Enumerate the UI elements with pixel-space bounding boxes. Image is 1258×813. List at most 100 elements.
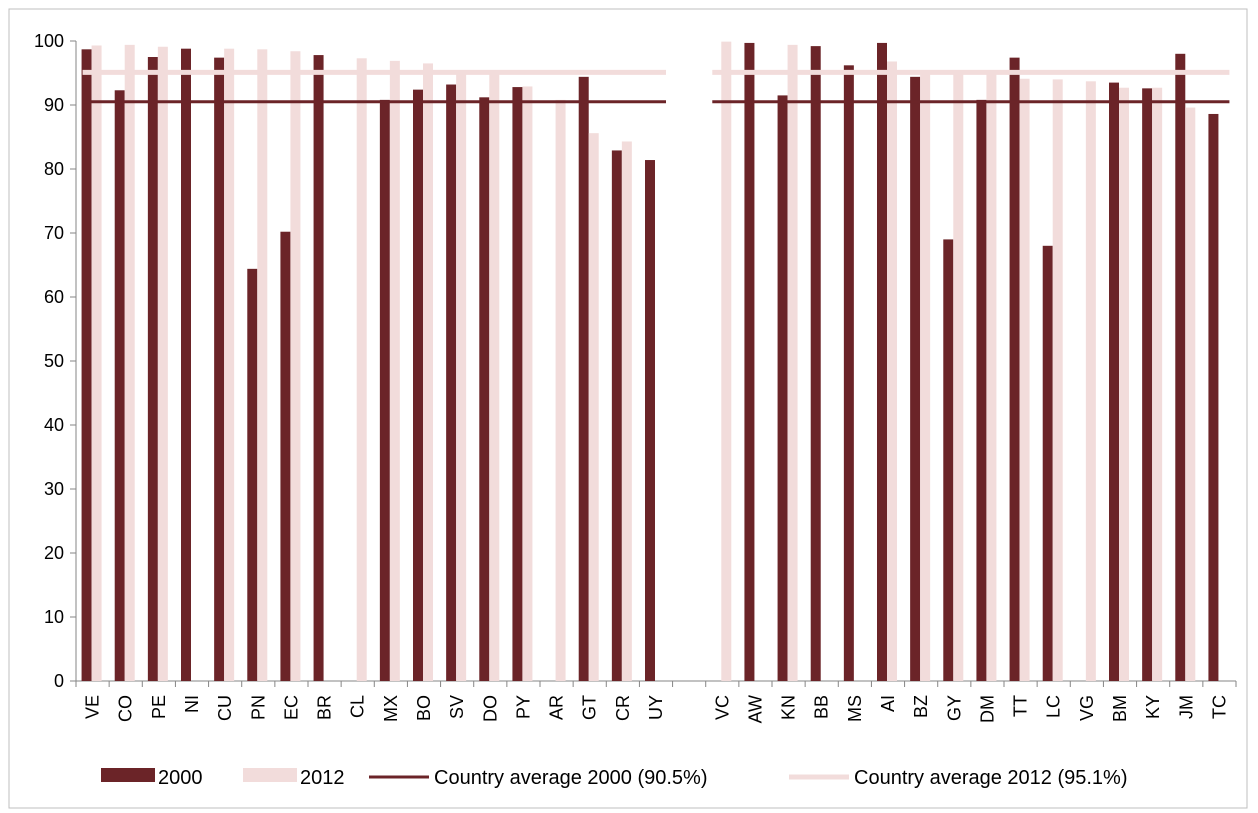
legend-swatch-2012 xyxy=(243,768,297,782)
bar-2012-KN xyxy=(787,44,798,681)
x-tick-label: JM xyxy=(1176,695,1196,719)
bar-2000-CR xyxy=(611,150,622,681)
bar-2000-MS xyxy=(843,65,854,681)
bar-2000-NI xyxy=(181,48,191,682)
x-tick-label: DO xyxy=(480,695,500,722)
bar-2012-KY xyxy=(1152,87,1163,682)
bar-2000-AI xyxy=(877,42,887,682)
bar-2000-TT xyxy=(1009,57,1020,681)
x-tick-label: KY xyxy=(1143,695,1163,719)
legend-label-2000: 2000 xyxy=(158,767,203,789)
x-tick-label: MX xyxy=(381,695,401,722)
bar-2000-KN xyxy=(777,95,788,681)
bar-2000-PY xyxy=(512,87,523,681)
x-tick-label: TC xyxy=(1209,695,1229,719)
bar-2012-LC xyxy=(1052,79,1063,681)
y-tick-label: 30 xyxy=(44,479,64,499)
bar-2000-JM xyxy=(1175,53,1186,682)
bar-2000-BB xyxy=(810,46,821,682)
bar-2012-GY xyxy=(953,73,964,681)
x-tick-label: EC xyxy=(281,695,301,720)
bar-2000-MX xyxy=(379,99,390,681)
bar-2012-PN xyxy=(257,49,268,681)
bar-2000-KY xyxy=(1142,88,1153,682)
x-tick-label: CL xyxy=(348,695,368,718)
bar-2000-SV xyxy=(446,84,457,681)
bar-2012-CU xyxy=(224,48,235,682)
x-tick-label: VC xyxy=(712,695,732,720)
x-tick-label: PN xyxy=(248,695,268,720)
bar-2012-SV xyxy=(456,72,467,682)
bar-2000-AW xyxy=(744,42,755,682)
legend-label-2012: 2012 xyxy=(300,767,345,789)
x-tick-label: CO xyxy=(116,695,136,722)
bar-2000-CU xyxy=(214,57,225,681)
bar-2012-PE xyxy=(157,46,168,681)
bar-2000-DO xyxy=(479,97,490,681)
x-tick-label: MS xyxy=(845,695,865,722)
x-tick-label: PY xyxy=(513,695,533,719)
bar-2012-EC xyxy=(290,51,301,682)
bar-2000-GT xyxy=(578,76,589,682)
x-tick-label: LC xyxy=(1044,695,1064,718)
x-tick-label: PE xyxy=(149,695,169,719)
y-tick-label: 80 xyxy=(44,159,64,179)
plot-area: 0 10 20 30 40 50 60 70 80 90 100 VE CO PE NI CU PN EC BR CL… xyxy=(8,8,1248,809)
bar-2012-MX xyxy=(389,60,400,681)
bar-2000-BM xyxy=(1109,82,1119,682)
bar-2012-VE xyxy=(91,45,102,682)
x-tick-label: VG xyxy=(1077,695,1097,721)
x-tick-label: GY xyxy=(944,695,964,721)
bar-2000-EC xyxy=(280,231,291,681)
y-tick-label: 90 xyxy=(44,95,64,115)
bar-2012-DM xyxy=(986,73,997,681)
y-tick-label: 60 xyxy=(44,287,64,307)
bar-2012-BM xyxy=(1119,87,1129,682)
legend-swatch-2000 xyxy=(101,768,155,782)
bar-2012-DO xyxy=(489,73,500,681)
bar-2000-PE xyxy=(147,57,158,681)
bar-2012-CR xyxy=(621,141,632,682)
bar-2012-CL xyxy=(356,58,367,681)
x-tick-label: BM xyxy=(1110,695,1130,722)
x-tick-label: VE xyxy=(83,695,103,719)
bar-2000-LC xyxy=(1042,245,1053,682)
x-tick-label: GT xyxy=(580,695,600,720)
bar-2000-GY xyxy=(943,239,954,681)
bar-2012-AI xyxy=(887,61,897,682)
y-tick-label: 70 xyxy=(44,223,64,243)
bar-2000-DM xyxy=(976,99,987,681)
bar-2012-JM xyxy=(1185,107,1196,681)
y-tick-label: 20 xyxy=(44,543,64,563)
bar-2012-AR xyxy=(555,99,566,681)
chart-border xyxy=(8,8,1248,809)
x-tick-label: BZ xyxy=(911,695,931,718)
x-tick-label: DM xyxy=(977,695,997,723)
bar-2000-BZ xyxy=(910,76,921,682)
bar-2012-PY xyxy=(522,86,533,681)
x-tick-label: AW xyxy=(745,695,765,723)
bar-2012-VC xyxy=(721,41,732,681)
y-tick-label: 10 xyxy=(44,607,64,627)
y-tick-label: 100 xyxy=(34,31,64,51)
y-tick-label: 0 xyxy=(54,671,64,691)
x-tick-label: SV xyxy=(447,695,467,719)
bar-2012-BZ xyxy=(920,73,931,681)
x-tick-label: BB xyxy=(812,695,832,719)
bar-2000-CO xyxy=(114,90,125,681)
bar-2012-CO xyxy=(124,44,135,681)
x-tick-label: KN xyxy=(779,695,799,720)
bar-2012-TT xyxy=(1019,78,1030,681)
x-tick-label: BO xyxy=(414,695,434,721)
legend-label-avg-2012: Country average 2012 (95.1%) xyxy=(854,767,1128,789)
x-tick-label: TT xyxy=(1011,695,1031,717)
bar-2000-UY xyxy=(645,160,655,682)
bar-2012-VG xyxy=(1085,81,1096,681)
bar-2000-TC xyxy=(1208,113,1219,681)
x-tick-label: NI xyxy=(182,695,202,713)
bar-2012-BO xyxy=(423,63,433,681)
bar-2000-VE xyxy=(81,49,92,681)
y-tick-label: 50 xyxy=(44,351,64,371)
